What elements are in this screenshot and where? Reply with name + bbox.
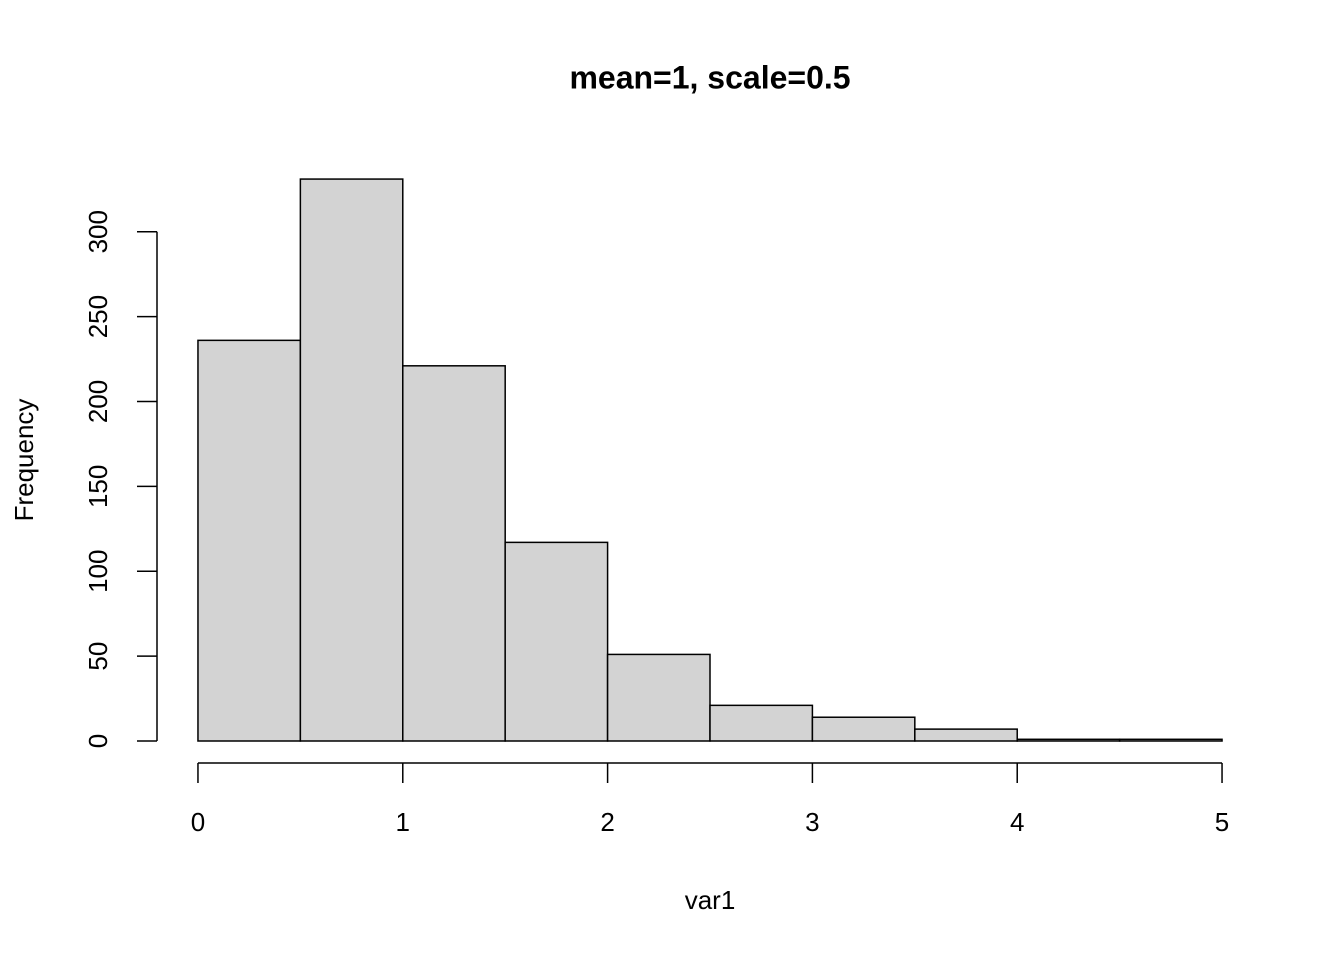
x-tick-label: 5 [1215,807,1229,837]
bar [1016,738,1121,742]
bar [1118,738,1223,742]
x-tick-label: 2 [600,807,614,837]
chart-title: mean=1, scale=0.5 [569,59,850,95]
y-tick-label: 0 [83,734,113,748]
bar [709,704,814,742]
bar [811,716,916,742]
y-tick-label: 50 [83,642,113,671]
bar [299,178,404,742]
x-tick-label: 3 [805,807,819,837]
x-axis-label: var1 [685,885,736,915]
x-tick-label: 1 [396,807,410,837]
bar [504,541,609,742]
y-tick-label: 300 [83,210,113,253]
y-tick-label: 100 [83,550,113,593]
bar [402,365,506,742]
y-tick-label: 150 [83,465,113,508]
bar [914,728,1018,742]
y-tick-label: 200 [83,380,113,423]
bar [197,339,302,742]
bar [606,653,711,742]
y-axis-label: Frequency [9,399,39,522]
x-tick-label: 4 [1010,807,1024,837]
x-tick-label: 0 [191,807,205,837]
y-tick-label: 250 [83,295,113,338]
